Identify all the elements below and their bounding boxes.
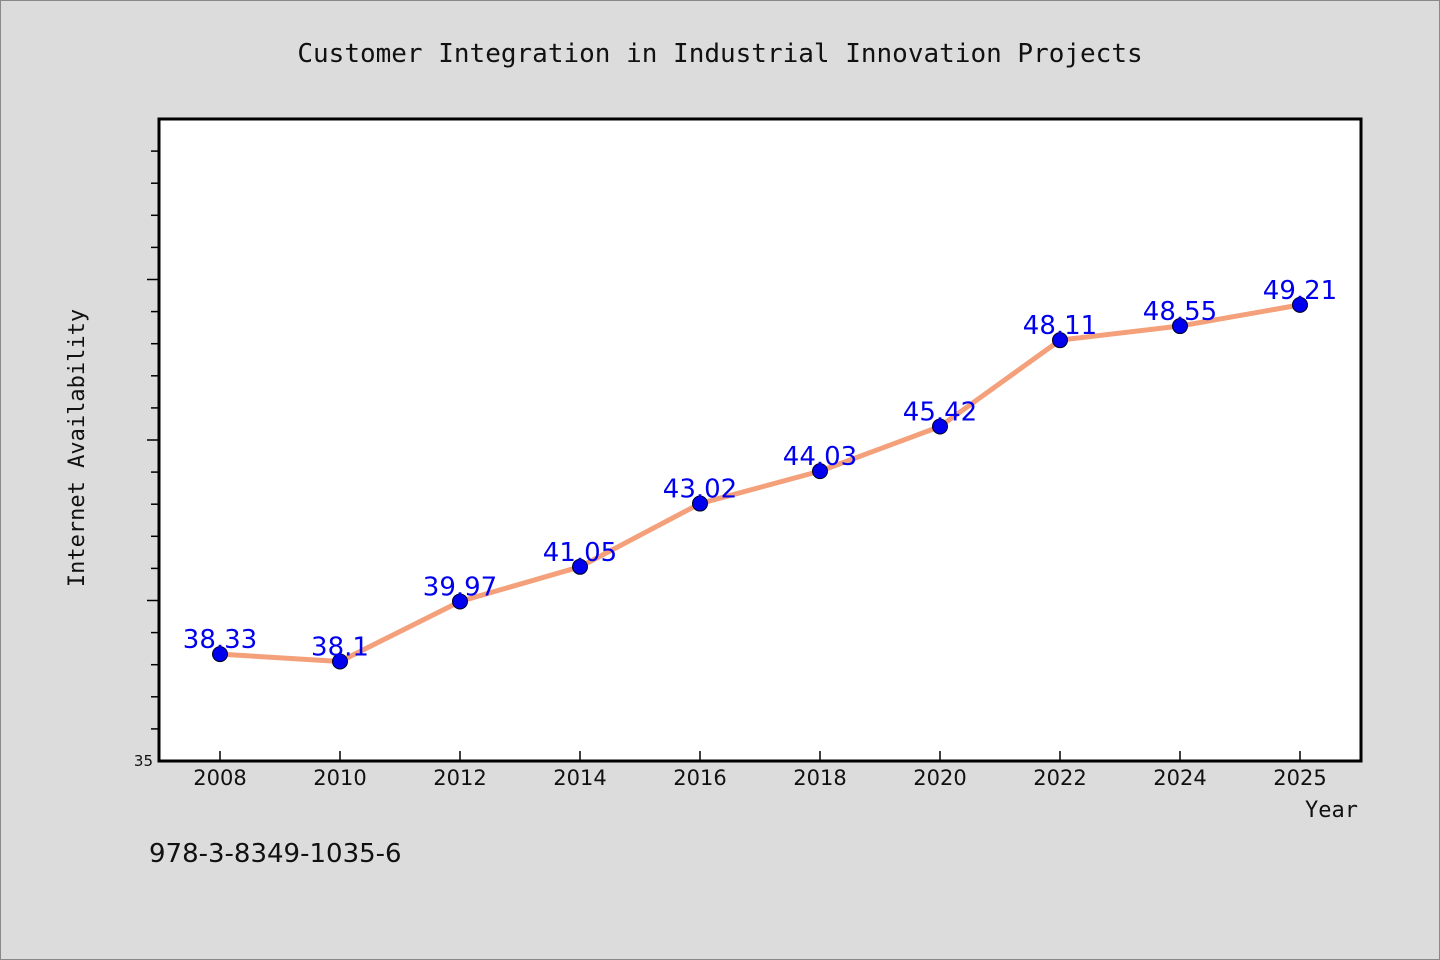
data-point (452, 593, 468, 610)
x-tick-label: 2014 (553, 766, 606, 790)
data-point (932, 418, 948, 435)
data-label: 43.02 (663, 475, 737, 505)
y-tick-label: 35 (134, 752, 153, 770)
x-tick-label: 2018 (793, 766, 846, 790)
data-label: 45.42 (903, 398, 977, 428)
data-label: 38.1 (311, 632, 369, 662)
data-label: 41.05 (543, 538, 617, 568)
data-label: 38.33 (183, 625, 257, 655)
data-point (332, 653, 348, 670)
isbn-footer: 978-3-8349-1035-6 (149, 839, 402, 869)
x-tick-label: 2022 (1033, 766, 1086, 790)
data-point (212, 646, 228, 663)
data-labels: 38.33 38.1 39.97 41.05 43.02 44.03 45.42 48.11 4… (183, 276, 1337, 663)
data-label: 48.55 (1143, 297, 1217, 327)
data-point (572, 558, 588, 575)
data-label: 39.97 (423, 572, 497, 602)
x-tick-label: 2012 (433, 766, 486, 790)
x-axis-title: Year (1305, 798, 1358, 823)
y-axis-ticks: 35 (134, 150, 159, 770)
x-tick-label: 2008 (193, 766, 246, 790)
data-point (812, 463, 828, 480)
data-point (692, 495, 708, 512)
data-point (1172, 318, 1188, 335)
data-point (1052, 332, 1068, 349)
x-tick-label: 2010 (313, 766, 366, 790)
y-axis-title: Internet Availability (65, 309, 90, 587)
x-axis-ticks: 2008 2010 2012 2014 2016 2018 2020 2022 2024 2025 (193, 751, 1327, 790)
series-markers (212, 296, 1308, 670)
data-point (1292, 296, 1308, 313)
x-tick-label: 2025 (1273, 766, 1326, 790)
chart-title: Customer Integration in Industrial Innov… (297, 39, 1142, 69)
x-tick-label: 2024 (1153, 766, 1206, 790)
series-line (219, 302, 1301, 664)
data-label: 48.11 (1023, 311, 1097, 341)
x-tick-label: 2016 (673, 766, 726, 790)
data-label: 49.21 (1263, 276, 1337, 306)
data-label: 44.03 (783, 442, 857, 472)
x-tick-label: 2020 (913, 766, 966, 790)
